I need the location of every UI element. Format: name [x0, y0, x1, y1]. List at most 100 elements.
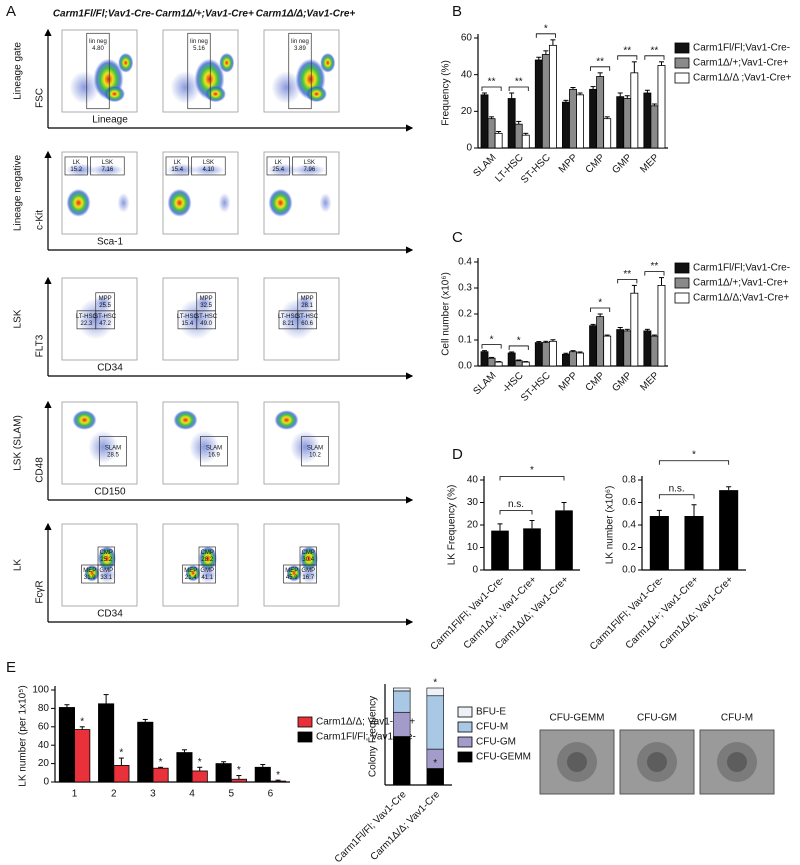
bar: [58, 707, 75, 783]
legend-swatch: [674, 277, 690, 289]
gate-label: ST-HSC: [195, 314, 218, 320]
gate-label: LT-HSC: [76, 314, 98, 320]
gate-value: 16.7: [302, 575, 314, 581]
annotation: *: [80, 716, 84, 727]
legend-swatch: [457, 721, 473, 733]
gate-value: 41.1: [201, 575, 213, 581]
legend-label: Carm1Fl/Fl;Vav1-Cre-: [693, 263, 790, 274]
gate-label: CMP: [100, 550, 113, 556]
gate-value: 8.21: [283, 321, 295, 327]
density: [104, 85, 125, 103]
y-axis-label: LK Frequency (%): [447, 485, 458, 566]
micrograph-label: CFU-GEMM: [550, 713, 605, 724]
annotation: *: [530, 465, 534, 476]
y-axis-label: Cell number (x10⁶): [441, 272, 452, 356]
bar: [650, 105, 659, 149]
bar: [521, 134, 530, 149]
gate-value: 7.16: [102, 167, 114, 173]
bar: [643, 330, 652, 367]
colony-core: [567, 752, 587, 772]
bar: [630, 292, 639, 367]
gate-value: 5.16: [193, 46, 205, 52]
x-axis-label: CD34: [97, 363, 123, 374]
density: [268, 188, 293, 217]
legend-label: Carm1Fl/Fl; Vav1-Cre-: [316, 732, 416, 743]
x-tick-label: CMP: [584, 152, 608, 176]
density: [189, 430, 220, 464]
bar: [548, 44, 557, 149]
gate-label: LK: [174, 160, 181, 166]
x-tick-label: SLAM: [472, 370, 499, 397]
density: [72, 410, 97, 430]
x-tick-label: 2: [111, 789, 117, 800]
y-tick-label: 0.2: [622, 542, 636, 553]
gate-label: ST-HSC: [94, 314, 117, 320]
gate-box: [90, 156, 125, 176]
density: [199, 566, 217, 584]
x-tick-label: MPP: [557, 370, 580, 393]
bracket: [481, 86, 502, 91]
gate-box: [283, 564, 301, 584]
y-axis-label: Colony Frequency: [368, 696, 379, 777]
bar: [569, 351, 577, 367]
gate-label: SLAM: [105, 445, 121, 451]
annotation: *: [517, 336, 521, 347]
y-axis-label: FLT3: [35, 334, 46, 357]
y-axis-label: CD48: [35, 457, 46, 483]
bar: [548, 340, 557, 367]
column-header: Carm1Fl/Fl;Vav1-Cre-: [53, 9, 155, 20]
bar: [487, 357, 496, 367]
x-tick-label: GMP: [610, 370, 634, 394]
legend-label: Carm1Fl/Fl;Vav1-Cre-: [693, 43, 790, 54]
bar-segment: [393, 690, 411, 713]
gate-box: [200, 436, 228, 467]
bar: [507, 98, 516, 149]
density: [170, 71, 201, 104]
annotation: **: [651, 45, 659, 56]
gate-label: MPP: [200, 296, 213, 302]
gate-label: GMP: [99, 568, 113, 574]
y-tick-label: 0.2: [458, 309, 472, 320]
row-label: LSK: [13, 309, 24, 328]
gate-label: MPP: [99, 296, 112, 302]
gate-box: [165, 156, 189, 176]
gate-value: 3.89: [294, 46, 306, 52]
legend-swatch: [297, 731, 313, 743]
density: [185, 565, 201, 582]
y-tick-label: 0.1: [458, 335, 472, 346]
gate-box: [301, 436, 329, 467]
x-tick-label: MEP: [638, 152, 661, 175]
bar: [514, 123, 523, 149]
density: [118, 52, 134, 73]
bar: [270, 780, 287, 783]
gate-value: 4.10: [203, 167, 215, 173]
legend-swatch: [674, 292, 690, 304]
y-tick-label: 60: [461, 33, 473, 44]
gate-label: LSK: [102, 160, 113, 166]
y-tick-label: 40: [467, 475, 479, 486]
bar: [215, 763, 232, 783]
density: [199, 546, 217, 571]
gate-value: 7.96: [304, 167, 316, 173]
bar: [719, 490, 739, 570]
bracket: [644, 271, 665, 276]
density: [167, 188, 192, 217]
y-tick-label: 60: [38, 721, 50, 732]
legend-swatch: [674, 72, 690, 84]
bracket: [499, 476, 565, 481]
legend-swatch: [674, 42, 690, 54]
density: [65, 163, 96, 177]
y-tick-label: 40: [461, 69, 473, 80]
gate-label: MEP: [285, 568, 298, 574]
annotation: *: [544, 23, 548, 34]
bar: [569, 88, 577, 149]
bracket: [617, 55, 638, 60]
x-tick-label: ST-HSC: [519, 370, 553, 404]
gate-label: SLAM: [307, 445, 323, 451]
bar: [562, 353, 570, 367]
gate-value: 28.2: [201, 557, 213, 563]
row-label: Lineage gate: [13, 42, 24, 100]
bracket: [644, 55, 665, 60]
bar: [541, 342, 550, 367]
legend-label: Carm1Δ/Δ ;Vav1-Cre+: [693, 73, 792, 84]
